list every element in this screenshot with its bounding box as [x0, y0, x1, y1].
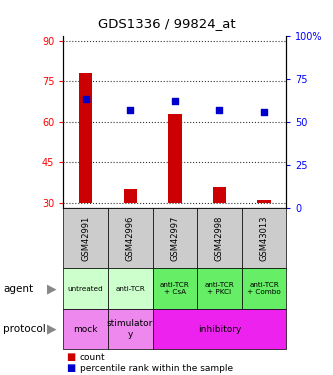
Text: ■: ■ [67, 363, 76, 373]
Text: GDS1336 / 99824_at: GDS1336 / 99824_at [98, 17, 235, 30]
Bar [213, 187, 226, 203]
Text: GSM43013: GSM43013 [259, 215, 269, 261]
Bar [168, 114, 181, 203]
Point [217, 107, 222, 113]
Text: anti-TCR
+ CsA: anti-TCR + CsA [160, 282, 190, 295]
Text: stimulator
y: stimulator y [107, 320, 154, 339]
Point [128, 107, 133, 113]
Text: count: count [80, 352, 106, 362]
Point [261, 108, 267, 114]
Text: anti-TCR
+ PKCi: anti-TCR + PKCi [204, 282, 234, 295]
Text: untreated: untreated [68, 286, 104, 292]
Text: ■: ■ [67, 352, 76, 362]
Text: anti-TCR: anti-TCR [115, 286, 145, 292]
Bar [79, 74, 92, 203]
Text: GSM42991: GSM42991 [81, 216, 90, 261]
Bar [124, 189, 137, 203]
Bar [257, 200, 271, 203]
Text: GSM42997: GSM42997 [170, 215, 179, 261]
Text: inhibitory: inhibitory [198, 324, 241, 334]
Text: ▶: ▶ [47, 322, 56, 336]
Text: GSM42996: GSM42996 [126, 215, 135, 261]
Text: agent: agent [3, 284, 33, 294]
Point [83, 96, 88, 102]
Point [172, 98, 177, 104]
Text: GSM42998: GSM42998 [215, 215, 224, 261]
Text: anti-TCR
+ Combo: anti-TCR + Combo [247, 282, 281, 295]
Text: ▶: ▶ [47, 282, 56, 295]
Text: percentile rank within the sample: percentile rank within the sample [80, 364, 233, 373]
Text: protocol: protocol [3, 324, 46, 334]
Text: mock: mock [73, 324, 98, 334]
